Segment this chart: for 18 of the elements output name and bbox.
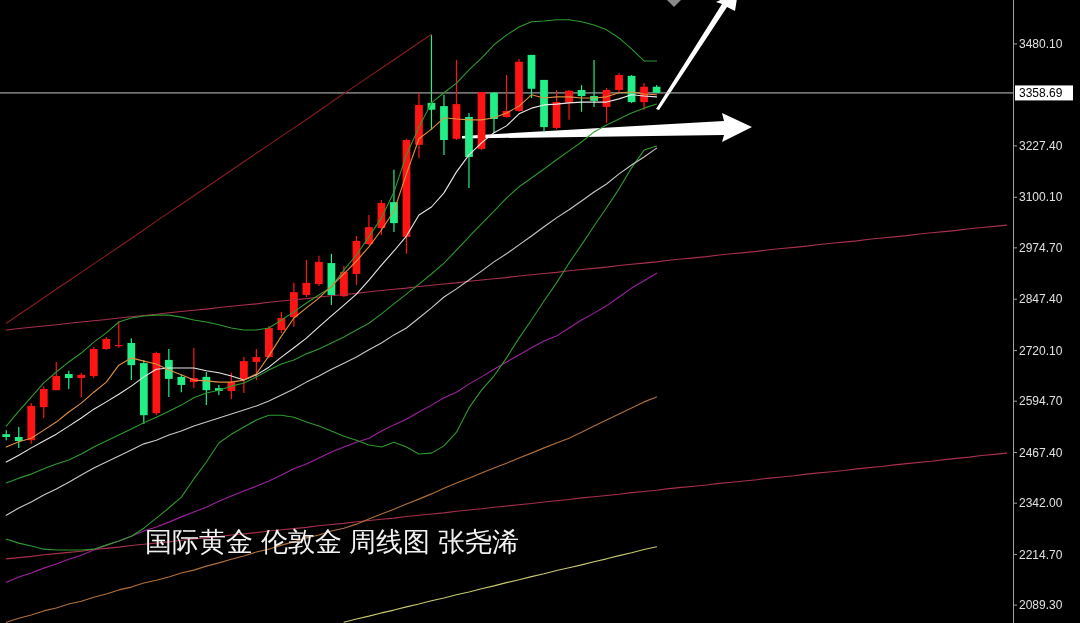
line-series bbox=[5, 19, 658, 427]
line-series bbox=[5, 33, 433, 324]
ref-line-label: 3358.69 bbox=[1019, 85, 1063, 100]
y-tick-label: 3100.10 bbox=[1019, 190, 1063, 205]
y-tick-label: 2467.40 bbox=[1019, 445, 1063, 460]
y-tick-label: 3480.10 bbox=[1019, 36, 1063, 51]
y-tick-label: 2342.00 bbox=[1019, 496, 1063, 511]
y-tick-label: 2594.70 bbox=[1019, 394, 1063, 409]
y-tick-label: 2974.70 bbox=[1019, 240, 1063, 255]
line-series bbox=[5, 396, 658, 623]
line-series bbox=[5, 272, 658, 583]
y-tick-label: 3227.40 bbox=[1019, 138, 1063, 153]
y-tick-label: 2089.30 bbox=[1019, 598, 1063, 613]
line-series bbox=[5, 224, 1008, 331]
y-tick-label: 2214.70 bbox=[1019, 547, 1063, 562]
y-tick-label: 2847.40 bbox=[1019, 292, 1063, 307]
y-tick-label: 2720.10 bbox=[1019, 343, 1063, 358]
line-series bbox=[5, 452, 1008, 560]
